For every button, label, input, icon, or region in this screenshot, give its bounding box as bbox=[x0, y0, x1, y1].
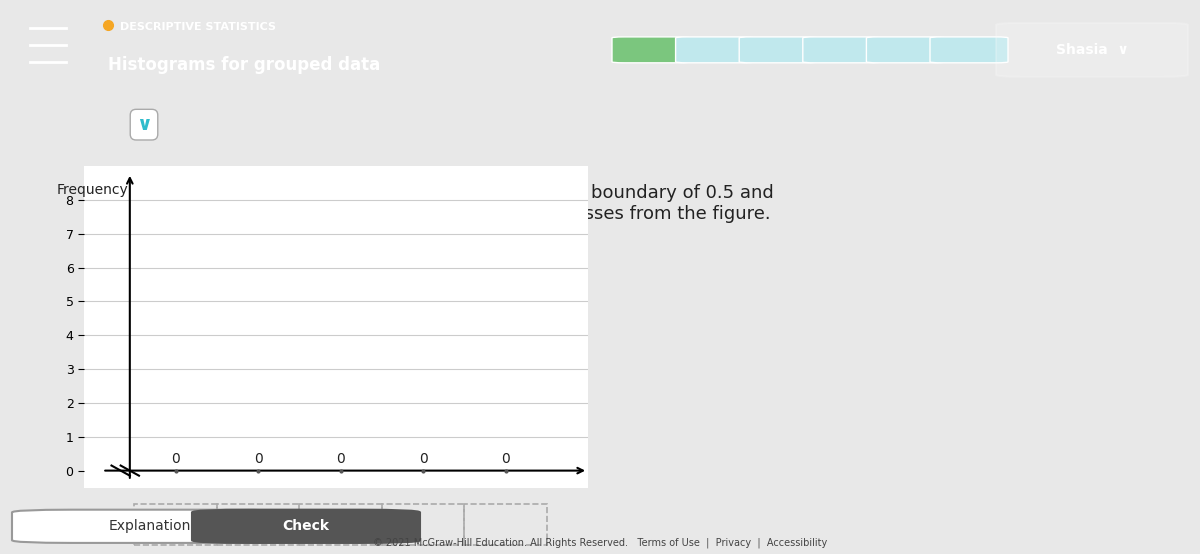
Text: 0: 0 bbox=[172, 452, 180, 465]
Bar bbox=[217, 505, 299, 545]
Text: Explanation: Explanation bbox=[109, 519, 191, 534]
Bar bbox=[299, 505, 382, 545]
FancyBboxPatch shape bbox=[12, 510, 288, 543]
FancyBboxPatch shape bbox=[803, 37, 881, 63]
FancyBboxPatch shape bbox=[739, 37, 817, 63]
Text: Draw the: Draw the bbox=[84, 192, 173, 209]
Text: 0: 0 bbox=[253, 452, 263, 465]
Text: Shasia  ∨: Shasia ∨ bbox=[1056, 43, 1128, 57]
Bar bbox=[464, 505, 547, 545]
Text: © 2021 McGraw-Hill Education. All Rights Reserved.   Terms of Use  |  Privacy  |: © 2021 McGraw-Hill Education. All Rights… bbox=[373, 538, 827, 548]
Text: 0: 0 bbox=[336, 452, 344, 465]
FancyBboxPatch shape bbox=[996, 23, 1188, 77]
Text: Draw the histogram for these data using an initial class boundary of 0.5 and
a c: Draw the histogram for these data using … bbox=[84, 184, 774, 244]
Text: Histograms for grouped data: Histograms for grouped data bbox=[108, 56, 380, 74]
FancyBboxPatch shape bbox=[192, 510, 420, 543]
Text: Check: Check bbox=[282, 519, 330, 534]
Text: ∨: ∨ bbox=[136, 115, 152, 134]
FancyBboxPatch shape bbox=[866, 37, 944, 63]
Text: DESCRIPTIVE STATISTICS: DESCRIPTIVE STATISTICS bbox=[120, 22, 276, 32]
Text: 0: 0 bbox=[419, 452, 427, 465]
Bar bbox=[134, 505, 217, 545]
Text: 0: 0 bbox=[502, 452, 510, 465]
FancyBboxPatch shape bbox=[930, 37, 1008, 63]
Text: Frequency: Frequency bbox=[56, 183, 128, 197]
FancyBboxPatch shape bbox=[612, 37, 690, 63]
FancyBboxPatch shape bbox=[676, 37, 754, 63]
Bar bbox=[382, 505, 464, 545]
